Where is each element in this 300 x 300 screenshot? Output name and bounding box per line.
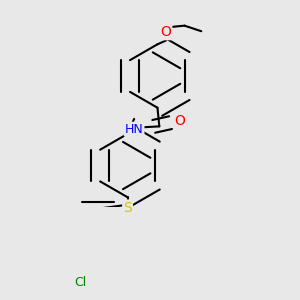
- Text: HN: HN: [125, 123, 143, 136]
- Text: S: S: [123, 200, 132, 214]
- Text: O: O: [160, 25, 171, 39]
- Text: O: O: [174, 114, 185, 128]
- Text: Cl: Cl: [74, 276, 86, 289]
